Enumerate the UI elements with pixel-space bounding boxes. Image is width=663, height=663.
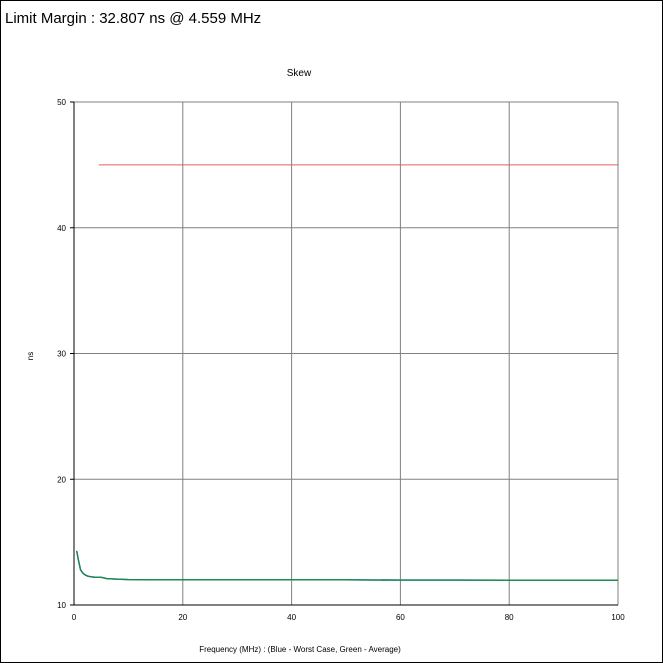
y-tick-label: 50	[57, 98, 66, 107]
x-tick-label: 60	[396, 613, 405, 622]
limit-margin-label: Limit Margin : 32.807 ns @ 4.559 MHz	[5, 10, 262, 27]
x-tick-label: 40	[287, 613, 296, 622]
tick-layer: 0 20 40 60 80 100 10 20 30 40 50	[57, 98, 625, 622]
x-axis-label: Frequency (MHz) : (Blue - Worst Case, Gr…	[199, 645, 401, 654]
worst-case-line	[76, 550, 618, 581]
average-line	[76, 550, 618, 581]
x-tick-label: 80	[505, 613, 514, 622]
grid-layer	[73, 101, 619, 606]
x-tick-label: 100	[611, 613, 625, 622]
series-layer	[76, 164, 618, 581]
chart-title: Skew	[287, 68, 312, 79]
y-axis-label: ns	[26, 352, 35, 360]
y-tick-label: 40	[57, 224, 66, 233]
y-tick-label: 30	[57, 350, 66, 359]
y-tick-label: 10	[57, 601, 66, 610]
x-tick-label: 20	[178, 613, 187, 622]
x-tick-label: 0	[72, 613, 77, 622]
y-tick-label: 20	[57, 475, 66, 484]
